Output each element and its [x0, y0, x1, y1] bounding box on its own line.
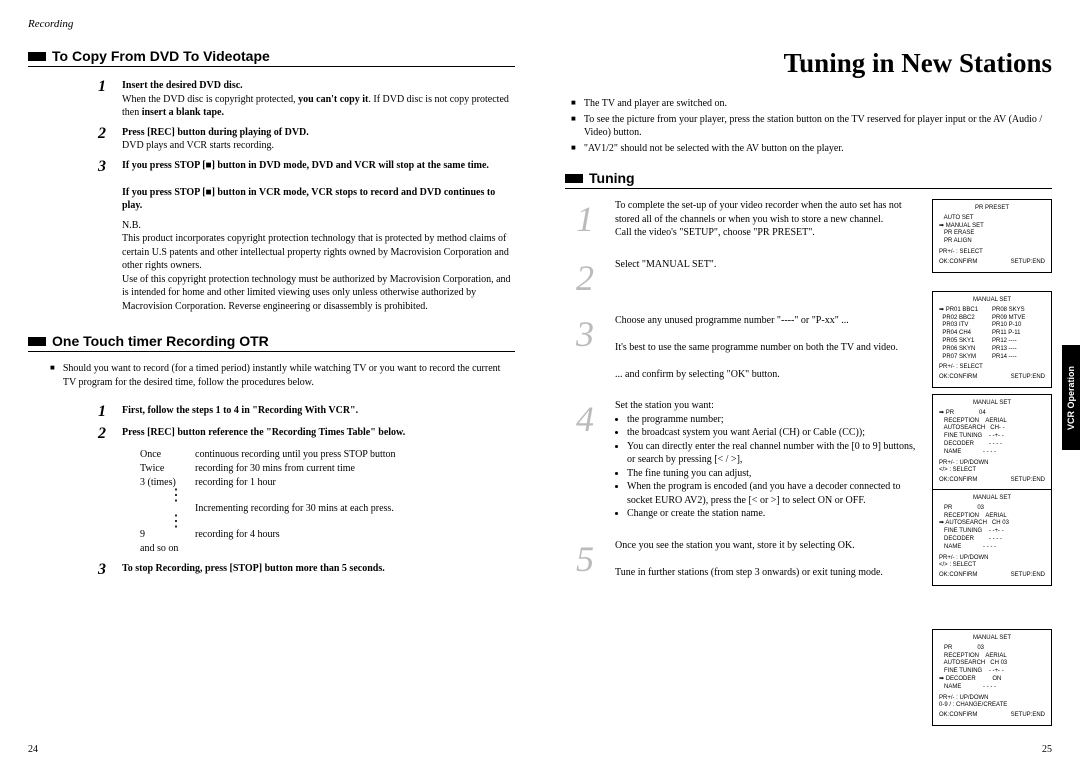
page-number-right: 25: [1042, 744, 1052, 755]
screen-box: PR PRESET AUTO SET➡ MANUAL SET PR ERASE …: [932, 199, 1052, 273]
intro-bullet: Should you want to record (for a timed p…: [50, 362, 515, 389]
vertical-dots-icon: ⋮: [168, 518, 515, 526]
section-title-tuning: Tuning: [565, 170, 1052, 189]
step-1: 1 Insert the desired DVD disc. When the …: [98, 79, 515, 120]
section-title-otr: One Touch timer Recording OTR: [28, 333, 515, 352]
intro-bullet: "AV1/2" should not be selected with the …: [571, 142, 1052, 156]
otr-step-1: 1 First, follow the steps 1 to 4 in "Rec…: [98, 404, 515, 420]
page-number-left: 24: [28, 744, 38, 755]
otr-step-3: 3 To stop Recording, press [STOP] button…: [98, 562, 515, 578]
screen-box: MANUAL SET➡ PR 04 RECEPTION AERIAL AUTOS…: [932, 394, 1052, 491]
side-tab-vcr-operation: VCR Operation: [1062, 345, 1080, 450]
screen-box: MANUAL SET PR 03 RECEPTION AERIAL➡ AUTOS…: [932, 489, 1052, 586]
note-block: N.B. This product incorporates copyright…: [122, 219, 515, 314]
screen-box: MANUAL SET PR 03 RECEPTION AERIAL AUTOSE…: [932, 629, 1052, 726]
step-3: 3 If you press STOP [■] button in DVD mo…: [98, 159, 515, 213]
screen-box: MANUAL SET➡ PR01 BBC1 PR02 BBC2 PR03 ITV…: [932, 291, 1052, 388]
recording-times-table: Oncecontinuous recording until you press…: [140, 448, 515, 490]
section-title-text: Tuning: [589, 170, 635, 186]
page-header: Recording: [28, 18, 73, 30]
intro-bullet: The TV and player are switched on.: [571, 97, 1052, 111]
section-title-text: To Copy From DVD To Videotape: [52, 48, 270, 64]
section-title-copy-dvd: To Copy From DVD To Videotape: [28, 48, 515, 67]
page-title: Tuning in New Stations: [565, 48, 1052, 79]
section-title-text: One Touch timer Recording OTR: [52, 333, 269, 349]
intro-bullet: To see the picture from your player, pre…: [571, 113, 1052, 140]
otr-step-2: 2 Press [REC] button reference the "Reco…: [98, 426, 515, 442]
vertical-dots-icon: ⋮: [168, 492, 515, 500]
step-2: 2 Press [REC] button during playing of D…: [98, 126, 515, 153]
left-page: Recording To Copy From DVD To Videotape …: [28, 48, 540, 733]
right-page: Tuning in New Stations The TV and player…: [540, 48, 1052, 733]
